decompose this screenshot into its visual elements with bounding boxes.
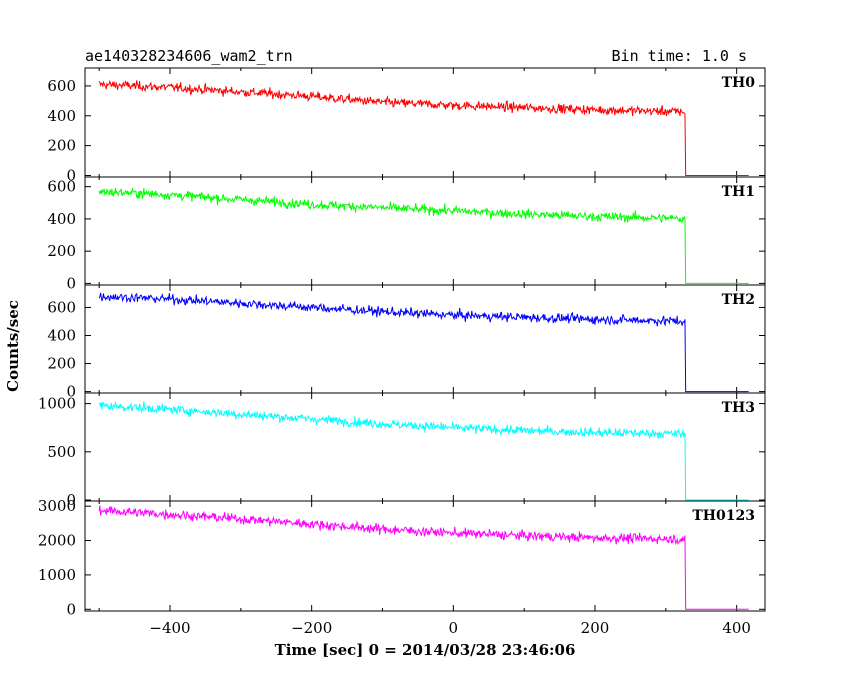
x-tick-label-400: 400 xyxy=(722,619,751,637)
y-tick-label-th2-0: 0 xyxy=(66,383,76,401)
y-tick-label-th1-400: 400 xyxy=(47,210,76,228)
y-tick-label-th0-600: 600 xyxy=(47,77,76,95)
panel-label-th2: TH2 xyxy=(722,292,755,308)
series-line-th3 xyxy=(98,400,749,501)
y-tick-label-th3-1000: 1000 xyxy=(38,395,76,413)
x-tick-label--200: −200 xyxy=(291,619,332,637)
panel-label-th1: TH1 xyxy=(722,184,755,200)
y-tick-label-th2-600: 600 xyxy=(47,298,76,316)
y-tick-label-th0-0: 0 xyxy=(66,167,76,185)
plot-title: ae140328234606_wam2_trn xyxy=(85,47,293,65)
y-tick-label-th0-200: 200 xyxy=(47,137,76,155)
y-tick-label-th2-400: 400 xyxy=(47,326,76,344)
y-axis-label: Counts/sec xyxy=(4,300,22,392)
x-tick-label-0: 0 xyxy=(449,619,459,637)
panel-frame-th3 xyxy=(84,392,766,502)
series-line-th0123 xyxy=(98,505,749,610)
x-tick-label-200: 200 xyxy=(581,619,610,637)
y-tick-label-th1-600: 600 xyxy=(47,178,76,196)
series-line-th0 xyxy=(98,79,749,177)
y-tick-label-th0123-2000: 2000 xyxy=(38,532,76,550)
y-tick-label-th0123-3000: 3000 xyxy=(38,497,76,515)
panel-frame-th0 xyxy=(84,67,766,178)
y-tick-label-th1-200: 200 xyxy=(47,242,76,260)
panel-label-th0: TH0 xyxy=(722,75,756,91)
bin-time-label: Bin time: 1.0 s xyxy=(612,47,747,65)
series-line-th1 xyxy=(98,187,749,284)
y-tick-label-th3-0: 0 xyxy=(66,491,76,509)
y-tick-label-th1-0: 0 xyxy=(66,274,76,292)
y-tick-label-th0-400: 400 xyxy=(47,107,76,125)
y-tick-label-th3-500: 500 xyxy=(47,443,76,461)
panel-stack: 0 200 400 600 TH0 0 200 400 600 TH1 0 200 400 600 TH2 0… xyxy=(38,67,766,637)
y-tick-label-th0123-1000: 1000 xyxy=(38,566,76,584)
x-tick-label--400: −400 xyxy=(149,619,190,637)
y-tick-label-th2-200: 200 xyxy=(47,355,76,373)
panel-label-th3: TH3 xyxy=(722,400,755,416)
panel-label-th0123: TH0123 xyxy=(692,508,755,524)
y-tick-label-th0123-0: 0 xyxy=(66,600,76,618)
panel-frame-th0123 xyxy=(84,500,766,612)
x-axis-label: Time [sec] 0 = 2014/03/28 23:46:06 xyxy=(275,641,576,659)
series-line-th2 xyxy=(98,292,749,393)
